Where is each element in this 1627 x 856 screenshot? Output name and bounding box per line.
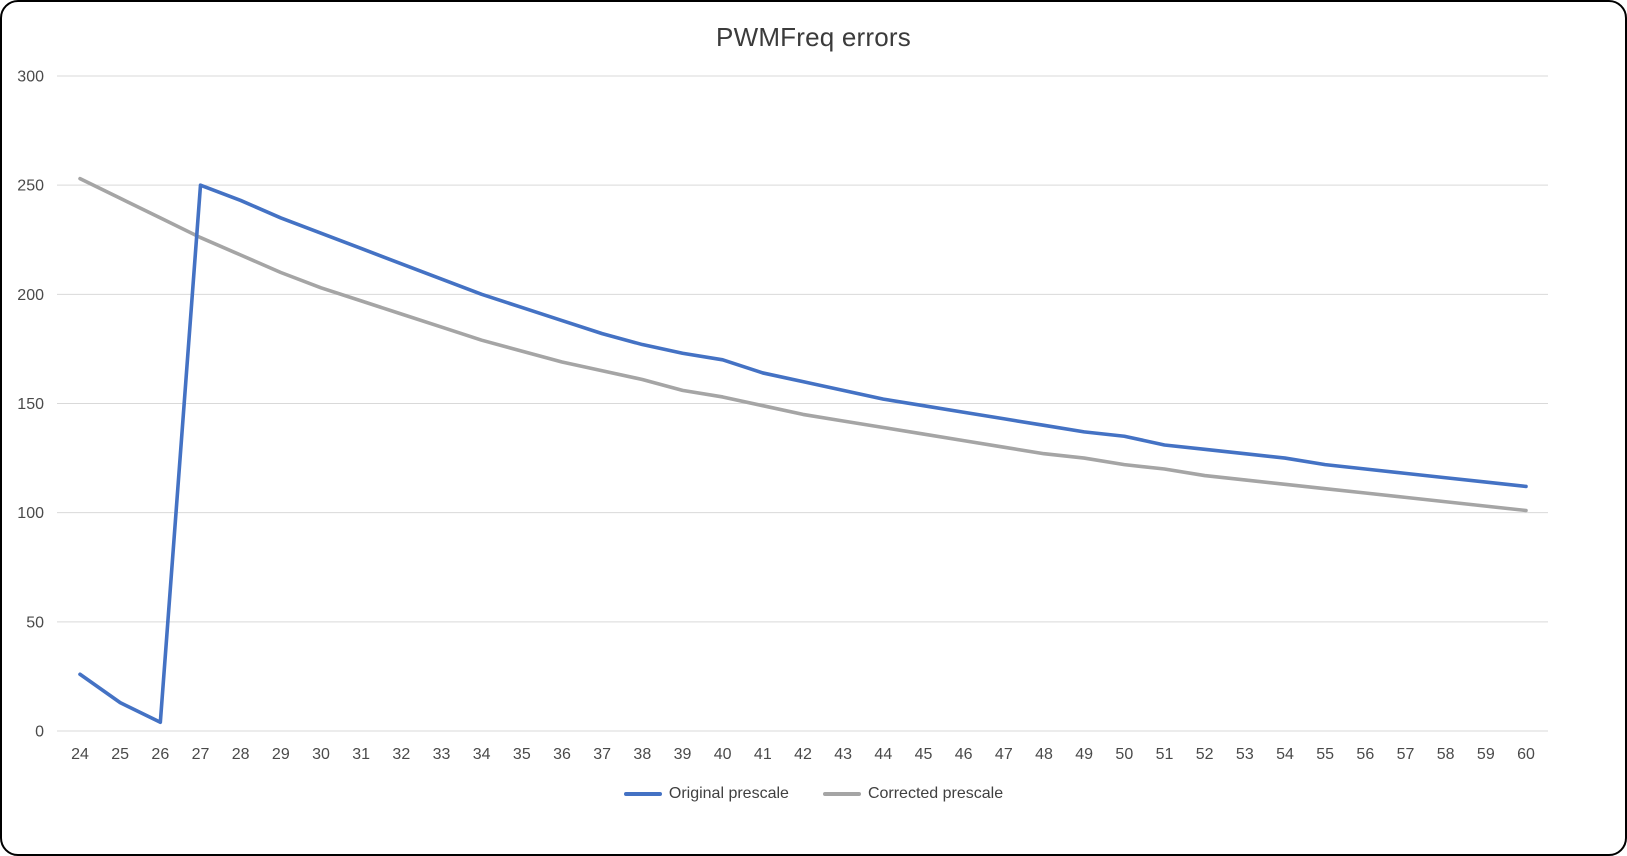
x-tick-label: 38 [633,746,651,763]
x-tick-label: 44 [874,746,892,763]
x-tick-label: 32 [392,746,410,763]
x-tick-label: 41 [754,746,772,763]
x-tick-label: 24 [71,746,89,763]
x-tick-label: 57 [1397,746,1415,763]
x-tick-label: 31 [352,746,370,763]
x-tick-label: 40 [714,746,732,763]
x-tick-label: 55 [1316,746,1334,763]
x-tick-labels: 24 25 26 27 28 29 30 31 32 33 34 35 36 37 38 39 40 41 42 43… [71,746,1535,763]
series-line-corrected-prescale [78,176,1528,513]
x-tick-label: 51 [1156,746,1174,763]
x-tick-label: 26 [151,746,169,763]
y-tick-label: 200 [17,287,44,304]
x-tick-label: 45 [915,746,933,763]
y-tick-label: 150 [17,396,44,413]
legend-marker [623,791,662,797]
x-tick-label: 56 [1356,746,1374,763]
y-tick-labels: 0 50 100 150 200 250 300 [17,69,44,741]
y-gridlines [57,75,1548,732]
x-tick-label: 59 [1477,746,1495,763]
x-tick-label: 33 [433,746,451,763]
x-tick-label: 34 [473,746,491,763]
x-tick-label: 27 [192,746,210,763]
legend-marker [822,791,861,797]
legend: Original prescale Corrected prescale [2,785,1625,803]
x-tick-label: 46 [955,746,973,763]
x-tick-label: 35 [513,746,531,763]
x-tick-label: 25 [111,746,129,763]
x-tick-label: 29 [272,746,290,763]
chart-title: PWMFreq errors [716,22,911,52]
y-tick-label: 0 [35,724,44,741]
y-tick-label: 100 [17,505,44,522]
x-tick-label: 37 [593,746,611,763]
x-tick-label: 36 [553,746,571,763]
legend-label: Corrected prescale [867,785,1004,802]
x-tick-label: 58 [1437,746,1455,763]
x-tick-label: 42 [794,746,812,763]
x-tick-label: 49 [1075,746,1093,763]
x-tick-label: 53 [1236,746,1254,763]
x-tick-label: 48 [1035,746,1053,763]
x-tick-label: 60 [1517,746,1535,763]
legend-item[interactable]: Original prescale [623,785,789,803]
y-tick-label: 250 [17,178,44,195]
y-tick-label: 50 [26,614,44,631]
y-tick-label: 300 [17,69,44,86]
x-tick-label: 43 [834,746,852,763]
x-tick-label: 30 [312,746,330,763]
series-line-original-prescale [78,183,1528,725]
x-tick-label: 39 [674,746,692,763]
x-tick-label: 54 [1276,746,1294,763]
legend-item[interactable]: Corrected prescale [822,785,1004,803]
x-tick-label: 52 [1196,746,1214,763]
legend-label: Original prescale [668,785,789,802]
x-tick-label: 50 [1115,746,1133,763]
x-tick-label: 28 [232,746,250,763]
x-tick-label: 47 [995,746,1013,763]
